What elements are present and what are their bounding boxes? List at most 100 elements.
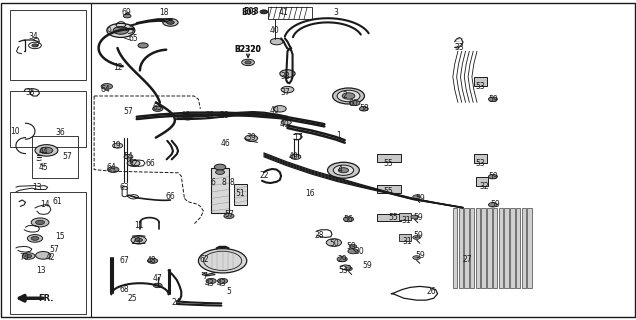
Circle shape (413, 256, 420, 260)
Text: 33: 33 (454, 44, 464, 52)
Circle shape (328, 162, 359, 178)
Text: 11: 11 (134, 221, 143, 230)
Bar (211, 168, 229, 213)
Text: 57: 57 (123, 108, 134, 116)
Text: 57: 57 (62, 152, 72, 161)
Text: 31: 31 (402, 237, 412, 246)
Circle shape (107, 167, 119, 172)
Text: 59: 59 (346, 242, 356, 251)
Text: 40: 40 (280, 120, 290, 129)
Text: 62: 62 (200, 255, 210, 264)
Bar (10, 192, 86, 314)
Bar (399, 213, 411, 220)
Circle shape (245, 135, 258, 141)
Bar (481, 208, 486, 288)
Circle shape (216, 170, 225, 174)
Text: 35: 35 (25, 88, 36, 97)
Text: 41: 41 (278, 8, 288, 17)
Circle shape (153, 283, 162, 288)
Text: 45: 45 (38, 164, 48, 172)
Circle shape (31, 236, 39, 240)
Text: 5: 5 (226, 287, 232, 296)
Circle shape (36, 220, 45, 225)
Circle shape (488, 97, 497, 101)
Text: 55: 55 (383, 188, 393, 196)
Text: 44: 44 (38, 148, 48, 156)
Bar (377, 214, 401, 221)
Circle shape (411, 215, 418, 219)
Text: 59: 59 (413, 231, 424, 240)
Circle shape (333, 88, 364, 104)
Circle shape (338, 168, 349, 173)
Circle shape (138, 43, 148, 48)
Circle shape (183, 116, 192, 120)
Text: 70: 70 (19, 253, 29, 262)
Text: B2320: B2320 (235, 45, 261, 54)
Text: 55: 55 (388, 213, 398, 222)
Circle shape (270, 38, 283, 45)
Text: 21: 21 (205, 111, 214, 120)
Text: 1: 1 (336, 131, 341, 140)
Text: 3: 3 (333, 8, 338, 17)
Text: 12: 12 (113, 63, 122, 72)
Text: 26: 26 (426, 287, 436, 296)
Circle shape (101, 84, 113, 89)
Circle shape (343, 217, 354, 222)
Bar (459, 208, 463, 288)
Circle shape (135, 238, 142, 242)
Circle shape (488, 203, 497, 207)
Circle shape (206, 278, 216, 284)
Text: 50: 50 (329, 239, 339, 248)
Circle shape (163, 19, 178, 26)
Circle shape (124, 155, 133, 159)
Bar (377, 185, 401, 193)
Text: 16: 16 (305, 189, 315, 198)
Circle shape (337, 257, 347, 262)
Text: 2: 2 (342, 92, 347, 100)
Circle shape (223, 112, 232, 117)
Circle shape (123, 14, 131, 18)
Bar (10, 91, 86, 147)
Bar (470, 208, 474, 288)
Bar (268, 7, 312, 19)
Text: 43: 43 (205, 279, 215, 288)
Text: 49: 49 (289, 152, 299, 161)
Text: 24: 24 (172, 298, 182, 307)
Bar (234, 184, 247, 205)
Circle shape (107, 23, 135, 37)
Circle shape (413, 195, 420, 199)
Text: 59: 59 (413, 213, 424, 222)
Text: 10: 10 (10, 127, 20, 136)
Bar (493, 208, 497, 288)
Text: E03: E03 (244, 7, 259, 16)
Text: 36: 36 (55, 128, 66, 137)
Text: 40: 40 (270, 106, 280, 115)
Text: 28: 28 (315, 231, 324, 240)
Text: 30: 30 (354, 247, 364, 256)
Circle shape (337, 90, 360, 102)
Text: 4: 4 (338, 165, 343, 174)
Circle shape (25, 254, 32, 258)
Circle shape (281, 120, 291, 125)
Bar (527, 208, 532, 288)
Text: 32: 32 (480, 182, 490, 191)
Text: 31: 31 (401, 216, 411, 225)
Text: 37: 37 (280, 88, 290, 97)
Text: 57: 57 (49, 245, 59, 254)
Circle shape (148, 258, 158, 263)
Text: 20: 20 (219, 111, 229, 120)
Bar (504, 208, 509, 288)
Bar (10, 10, 86, 80)
Text: 13: 13 (36, 266, 46, 275)
Text: 25: 25 (127, 294, 137, 303)
Circle shape (326, 239, 342, 246)
Circle shape (214, 164, 226, 170)
Circle shape (413, 236, 420, 239)
Text: 43: 43 (216, 279, 226, 288)
Text: 53: 53 (475, 82, 485, 91)
Circle shape (153, 106, 163, 111)
Circle shape (32, 44, 38, 47)
Text: 18: 18 (160, 8, 169, 17)
Text: 64: 64 (106, 164, 116, 172)
Text: E03: E03 (242, 8, 257, 17)
